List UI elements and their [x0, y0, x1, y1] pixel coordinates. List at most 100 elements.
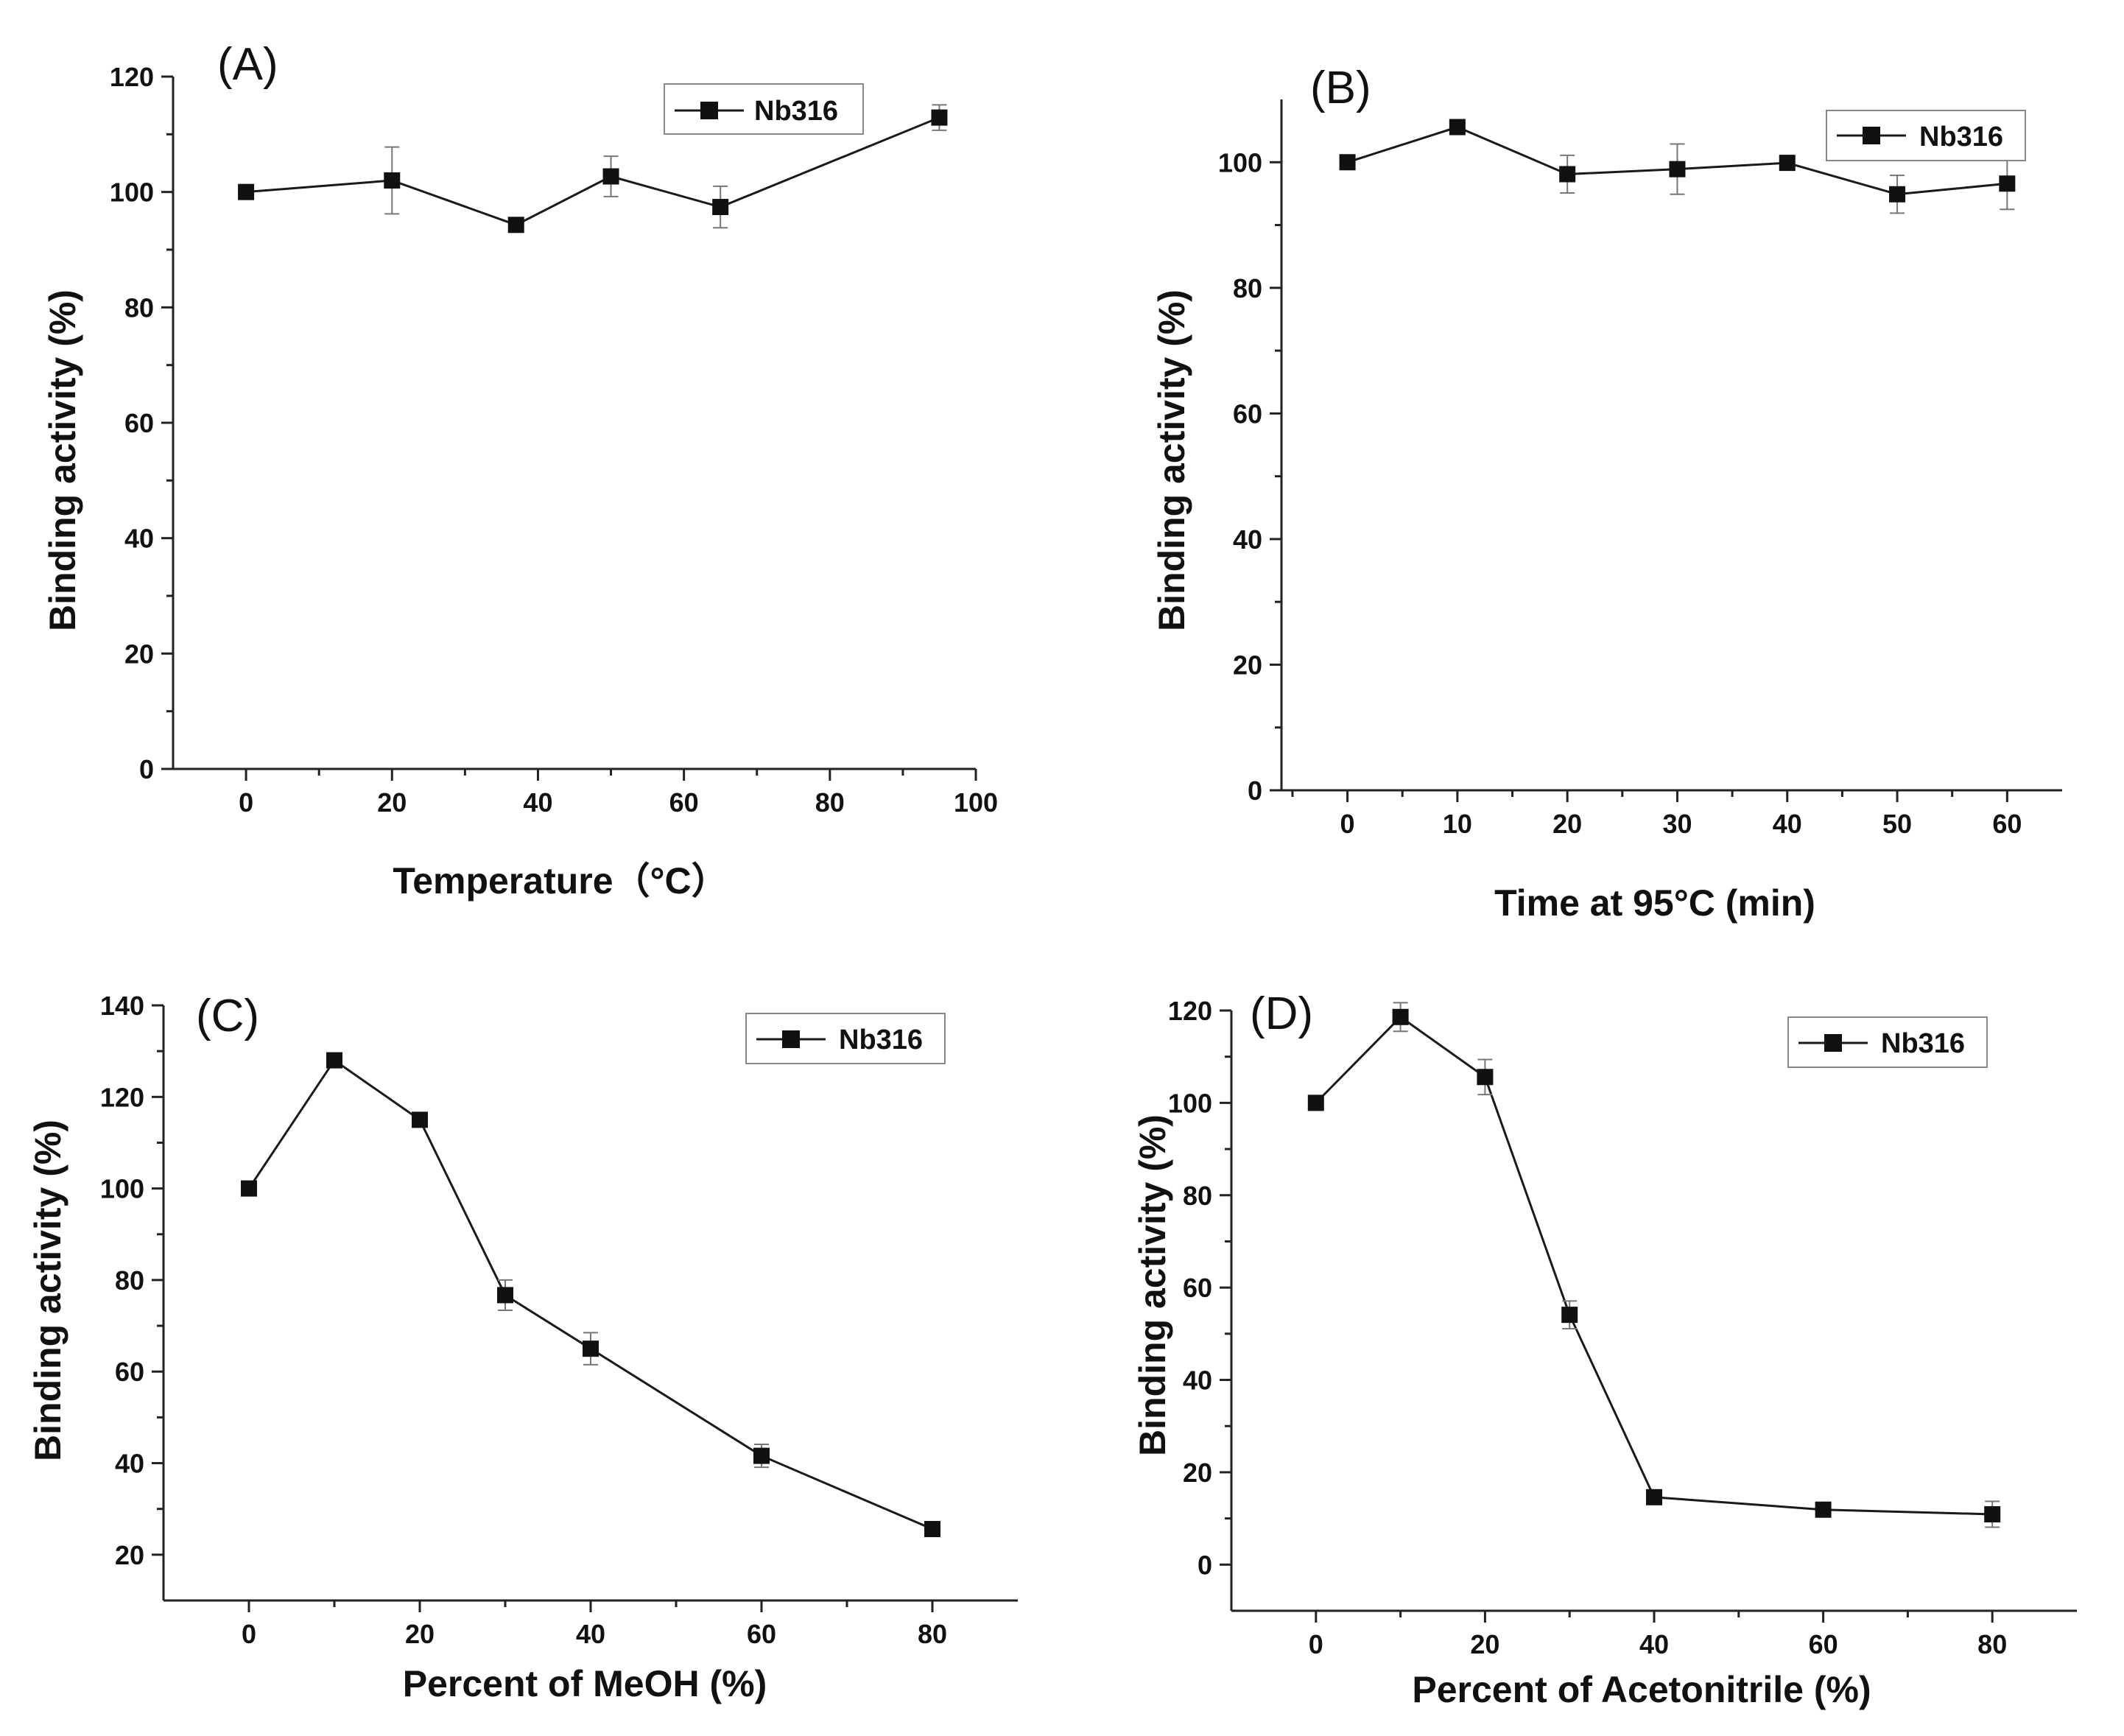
x-tick-label: 20: [1552, 809, 1582, 839]
x-tick-label: 80: [918, 1619, 947, 1649]
panel-a-legend-box: [664, 83, 864, 135]
data-point: [924, 1521, 940, 1538]
data-point: [1669, 161, 1686, 178]
panel-c-label: (C): [196, 991, 259, 1041]
y-tick-label: 80: [1183, 1181, 1212, 1211]
y-tick-label: 120: [1168, 996, 1212, 1026]
x-tick-label: 20: [377, 787, 407, 818]
x-tick-label: 100: [954, 787, 998, 818]
panel-c-y-axis-title: Binding activity (%): [27, 1120, 68, 1461]
x-tick-label: 50: [1882, 809, 1912, 839]
x-tick-label: 60: [747, 1619, 776, 1649]
y-tick-label: 100: [100, 1174, 144, 1204]
panel-b-legend-label: Nb316: [1919, 122, 2003, 152]
y-tick-label: 140: [100, 991, 144, 1021]
panel-c-legend: Nb316: [745, 1013, 946, 1064]
data-point: [1477, 1069, 1494, 1086]
x-tick-label: 0: [1309, 1629, 1323, 1659]
data-point: [1307, 1094, 1324, 1111]
y-tick-label: 40: [124, 524, 154, 554]
x-tick-label: 80: [1977, 1629, 2007, 1659]
data-point: [1984, 1505, 2001, 1522]
y-tick-label: 0: [1248, 776, 1262, 806]
data-point: [1392, 1008, 1409, 1025]
y-tick-label: 60: [1233, 398, 1262, 429]
data-point: [753, 1447, 770, 1464]
panel-b-legend: Nb316: [1826, 110, 2026, 161]
x-tick-label: 40: [523, 787, 552, 818]
x-tick-label: 0: [242, 1619, 256, 1649]
data-point: [1889, 186, 1906, 203]
panel-a-plot: 0 20 40 60 80 100 0 20 40 60 80 100 120: [110, 62, 998, 818]
panel-c-plot: 0 20 40 60 80 20 40 60 80 100 120 140: [100, 991, 1018, 1649]
x-tick-label: 60: [1992, 809, 2022, 839]
x-tick-label: 80: [815, 787, 845, 818]
x-tick-label: 40: [1639, 1629, 1669, 1659]
panel-b-x-axis-title: Time at 95°C (min): [1494, 882, 1815, 924]
y-tick-label: 20: [1183, 1458, 1212, 1488]
data-point: [326, 1052, 342, 1069]
panel-a-x-axis-title: Temperature（°C）: [393, 860, 728, 902]
series-line: [245, 116, 940, 226]
data-point: [1815, 1501, 1832, 1518]
data-point: [602, 168, 619, 185]
y-tick-label: 20: [124, 639, 154, 669]
panel-d-legend-label: Nb316: [1881, 1028, 1965, 1059]
y-tick-label: 100: [1218, 147, 1262, 178]
y-tick-label: 20: [1233, 650, 1262, 680]
y-tick-label: 40: [1183, 1366, 1212, 1396]
x-tick-label: 40: [576, 1619, 605, 1649]
y-tick-label: 100: [110, 178, 154, 208]
data-point: [412, 1111, 428, 1128]
y-tick-label: 80: [115, 1265, 144, 1296]
data-point: [497, 1287, 513, 1304]
y-tick-label: 80: [124, 292, 154, 323]
data-point: [1646, 1489, 1662, 1505]
data-point: [1559, 166, 1576, 183]
data-point: [241, 1180, 257, 1197]
panel-c-legend-label: Nb316: [839, 1025, 923, 1055]
data-point: [712, 199, 729, 216]
panel-c: (C) Percent of MeOH (%) Binding activity…: [27, 991, 1018, 1704]
y-tick-label: 120: [100, 1082, 144, 1112]
series-line: [1315, 1015, 1993, 1516]
x-tick-label: 60: [669, 787, 699, 818]
data-point: [1999, 175, 2016, 192]
panel-d-legend-marker: [1824, 1034, 1842, 1052]
panel-b-plot: 0 10 20 30 40 50 60 0 20 40 60 80 100: [1218, 99, 2062, 839]
x-tick-label: 0: [1340, 809, 1355, 839]
panel-a-legend-marker: [700, 102, 718, 119]
x-tick-label: 60: [1809, 1629, 1838, 1659]
panel-b-label: (B): [1310, 63, 1371, 113]
y-tick-label: 20: [115, 1540, 144, 1570]
y-tick-label: 40: [115, 1449, 144, 1479]
y-tick-label: 40: [1233, 524, 1262, 555]
panel-d-x-axis-title: Percent of Acetonitrile (%): [1412, 1669, 1871, 1710]
y-tick-label: 0: [1198, 1550, 1212, 1580]
x-tick-label: 30: [1662, 809, 1692, 839]
panel-d-plot: 0 20 40 60 80 0 20 40 60 80 100 120: [1168, 996, 2077, 1659]
x-tick-label: 20: [1470, 1629, 1499, 1659]
x-tick-label: 40: [1773, 809, 1802, 839]
series-line: [247, 1058, 933, 1531]
panel-a-legend-label: Nb316: [754, 96, 838, 127]
panel-a: (A) Temperature（°C） Binding activity (%)…: [42, 39, 998, 902]
data-point: [583, 1340, 599, 1357]
y-tick-label: 60: [124, 408, 154, 438]
data-point: [1449, 119, 1466, 136]
panel-b-y-axis-title: Binding activity (%): [1151, 289, 1192, 631]
panel-d: (D) Percent of Acetonitrile (%) Binding …: [1132, 988, 2077, 1710]
y-tick-label: 100: [1168, 1088, 1212, 1118]
data-point: [384, 172, 401, 189]
data-point: [1561, 1307, 1578, 1324]
data-point: [931, 109, 948, 126]
panel-c-x-axis-title: Percent of MeOH (%): [403, 1663, 767, 1704]
data-point: [507, 217, 524, 233]
x-tick-label: 10: [1443, 809, 1472, 839]
y-tick-label: 60: [115, 1357, 144, 1387]
y-tick-label: 0: [139, 754, 154, 784]
y-tick-label: 120: [110, 62, 154, 92]
panel-a-y-axis-title: Binding activity (%): [42, 289, 83, 631]
panel-c-legend-marker: [782, 1030, 800, 1048]
panel-d-y-axis-title: Binding activity (%): [1132, 1114, 1173, 1456]
